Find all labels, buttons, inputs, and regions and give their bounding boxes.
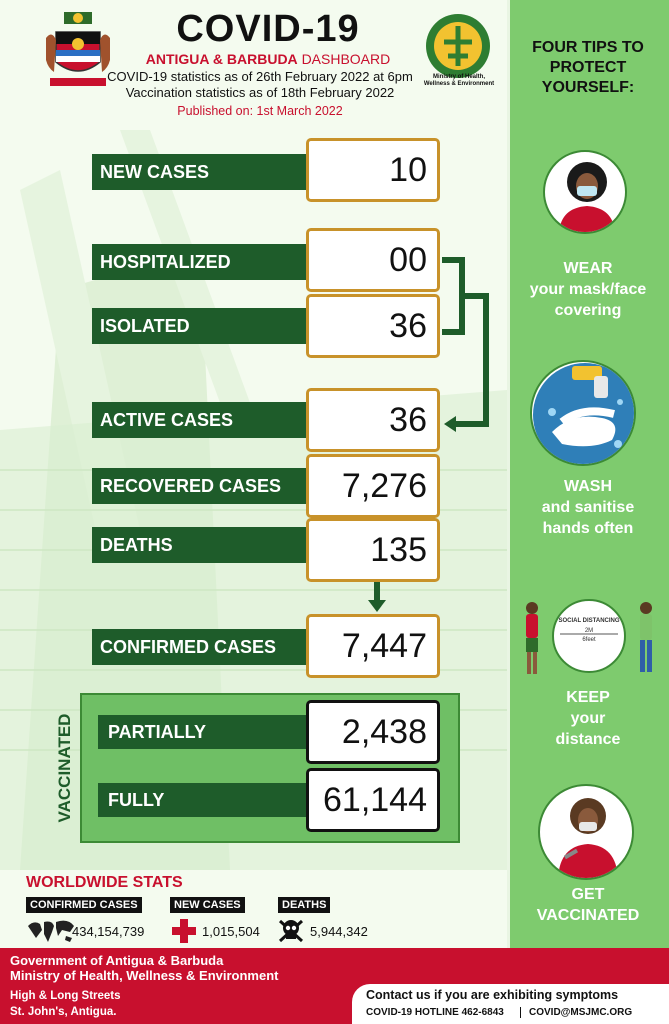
covid-stats-date: COVID-19 statistics as of 26th February … bbox=[107, 69, 413, 84]
tips-title-line2: PROTECT bbox=[549, 59, 627, 76]
distancing-meters: 2M bbox=[584, 628, 594, 634]
tip-1-line3: covering bbox=[554, 302, 622, 319]
fully-vaccinated-value: 61,144 bbox=[306, 768, 440, 832]
tip-2-line1: WASH bbox=[564, 478, 612, 495]
footer-address-line1: High & Long Streets bbox=[10, 990, 121, 1002]
tips-title: FOUR TIPS TO PROTECT YOURSELF: bbox=[507, 38, 669, 98]
contact-email[interactable]: COVID@MSJMC.ORG bbox=[520, 1007, 632, 1018]
tip-3-line1: KEEP bbox=[566, 689, 610, 706]
new-cases-value: 10 bbox=[306, 138, 440, 202]
deaths-label: DEATHS bbox=[92, 527, 306, 563]
subtitle-dashboard: DASHBOARD bbox=[301, 51, 391, 67]
handwash-icon bbox=[530, 360, 636, 466]
worldwide-stats-title: WORLDWIDE STATS bbox=[26, 874, 183, 891]
skull-icon bbox=[278, 919, 304, 943]
confirmed-cases-label: CONFIRMED CASES bbox=[92, 629, 306, 665]
ministry-logo-caption: Ministry of Health, Wellness & Environme… bbox=[416, 74, 502, 88]
worldwide-deaths-label: DEATHS bbox=[278, 897, 331, 913]
tip-wear-mask: WEAR your mask/face covering bbox=[507, 258, 669, 321]
partially-vaccinated-label: PARTIALLY bbox=[98, 715, 306, 749]
partially-vaccinated-value: 2,438 bbox=[306, 700, 440, 764]
covid-hotline: COVID-19 HOTLINE 462-6843 bbox=[366, 1007, 504, 1018]
vaccinated-heading: VACCINATED bbox=[52, 705, 78, 831]
social-distancing-icon: SOCIAL DISTANCING 2M 6feet bbox=[518, 598, 660, 678]
world-map-icon bbox=[28, 920, 74, 942]
hospitalized-label: HOSPITALIZED bbox=[92, 244, 306, 280]
tip-2-line2: and sanitise bbox=[541, 499, 635, 516]
tip-3-line3: distance bbox=[555, 731, 621, 748]
footer-address-line2: St. John's, Antigua. bbox=[10, 1006, 117, 1018]
tip-keep-distance: KEEP your distance bbox=[507, 687, 669, 750]
tip-4-line1: GET bbox=[571, 886, 605, 903]
worldwide-confirmed-value: 434,154,739 bbox=[72, 924, 145, 939]
active-cases-label: ACTIVE CASES bbox=[92, 402, 306, 438]
vaccination-icon bbox=[538, 784, 634, 880]
worldwide-confirmed-label: CONFIRMED CASES bbox=[26, 897, 142, 913]
tip-get-vaccinated: GET VACCINATED bbox=[507, 884, 669, 926]
hospitalized-value: 00 bbox=[306, 228, 440, 292]
vaccination-stats-date: Vaccination statistics as of 18th Februa… bbox=[125, 85, 395, 100]
active-cases-connector-arrow bbox=[442, 257, 489, 432]
tip-2-line3: hands often bbox=[542, 520, 634, 537]
mask-person-icon bbox=[543, 150, 627, 234]
fully-vaccinated-label: FULLY bbox=[98, 783, 306, 817]
tip-1-line1: WEAR bbox=[563, 260, 613, 277]
worldwide-deaths-value: 5,944,342 bbox=[310, 924, 368, 939]
tips-title-line1: FOUR TIPS TO bbox=[532, 39, 644, 56]
social-distancing-label: SOCIAL DISTANCING bbox=[558, 618, 620, 624]
contact-box bbox=[352, 984, 669, 1024]
subtitle-country: ANTIGUA & BARBUDA bbox=[145, 51, 298, 67]
recovered-cases-label: RECOVERED CASES bbox=[92, 468, 306, 504]
footer-government: Government of Antigua & Barbuda bbox=[10, 953, 224, 968]
confirmed-down-arrow bbox=[368, 582, 386, 612]
antigua-coat-of-arms-icon bbox=[46, 12, 110, 86]
distancing-feet: 6feet bbox=[582, 637, 596, 643]
red-cross-icon bbox=[172, 919, 196, 943]
worldwide-new-cases-label: NEW CASES bbox=[170, 897, 245, 913]
ministry-caption-line2: Wellness & Environment bbox=[423, 81, 495, 87]
confirmed-cases-value: 7,447 bbox=[306, 614, 440, 678]
tips-title-line3: YOURSELF: bbox=[541, 79, 635, 96]
vaccinated-heading-text: VACCINATED bbox=[55, 713, 74, 823]
dashboard-subtitle: ANTIGUA & BARBUDA DASHBOARD bbox=[120, 51, 416, 67]
dashboard-main: COVID-19 ANTIGUA & BARBUDA DASHBOARD COV… bbox=[0, 0, 507, 948]
contact-title: Contact us if you are exhibiting symptom… bbox=[366, 988, 619, 1002]
ministry-of-health-logo-icon bbox=[426, 14, 490, 78]
tip-4-line2: VACCINATED bbox=[536, 907, 640, 924]
recovered-cases-value: 7,276 bbox=[306, 454, 440, 518]
worldwide-new-cases-value: 1,015,504 bbox=[202, 924, 260, 939]
isolated-label: ISOLATED bbox=[92, 308, 306, 344]
footer-ministry: Ministry of Health, Wellness & Environme… bbox=[10, 968, 279, 983]
published-date: Published on: 1st March 2022 bbox=[177, 104, 343, 118]
new-cases-label: NEW CASES bbox=[92, 154, 306, 190]
isolated-value: 36 bbox=[306, 294, 440, 358]
tip-3-line2: your bbox=[570, 710, 606, 727]
ministry-caption-line1: Ministry of Health, bbox=[432, 74, 485, 80]
tip-1-line2: your mask/face bbox=[529, 281, 647, 298]
page-title: COVID-19 bbox=[176, 8, 360, 50]
deaths-value: 135 bbox=[306, 518, 440, 582]
tip-wash-hands: WASH and sanitise hands often bbox=[507, 476, 669, 539]
active-cases-value: 36 bbox=[306, 388, 440, 452]
